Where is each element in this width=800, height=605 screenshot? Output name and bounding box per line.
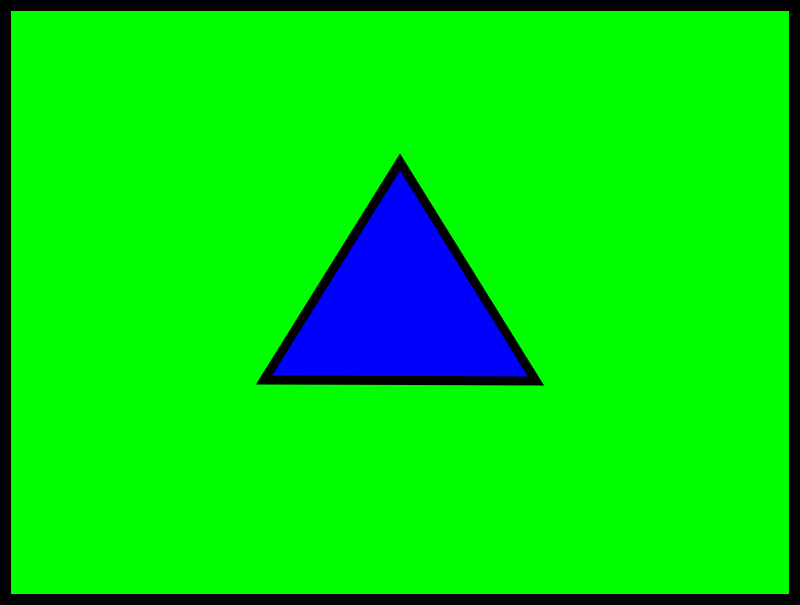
blue-triangle — [255, 153, 545, 386]
